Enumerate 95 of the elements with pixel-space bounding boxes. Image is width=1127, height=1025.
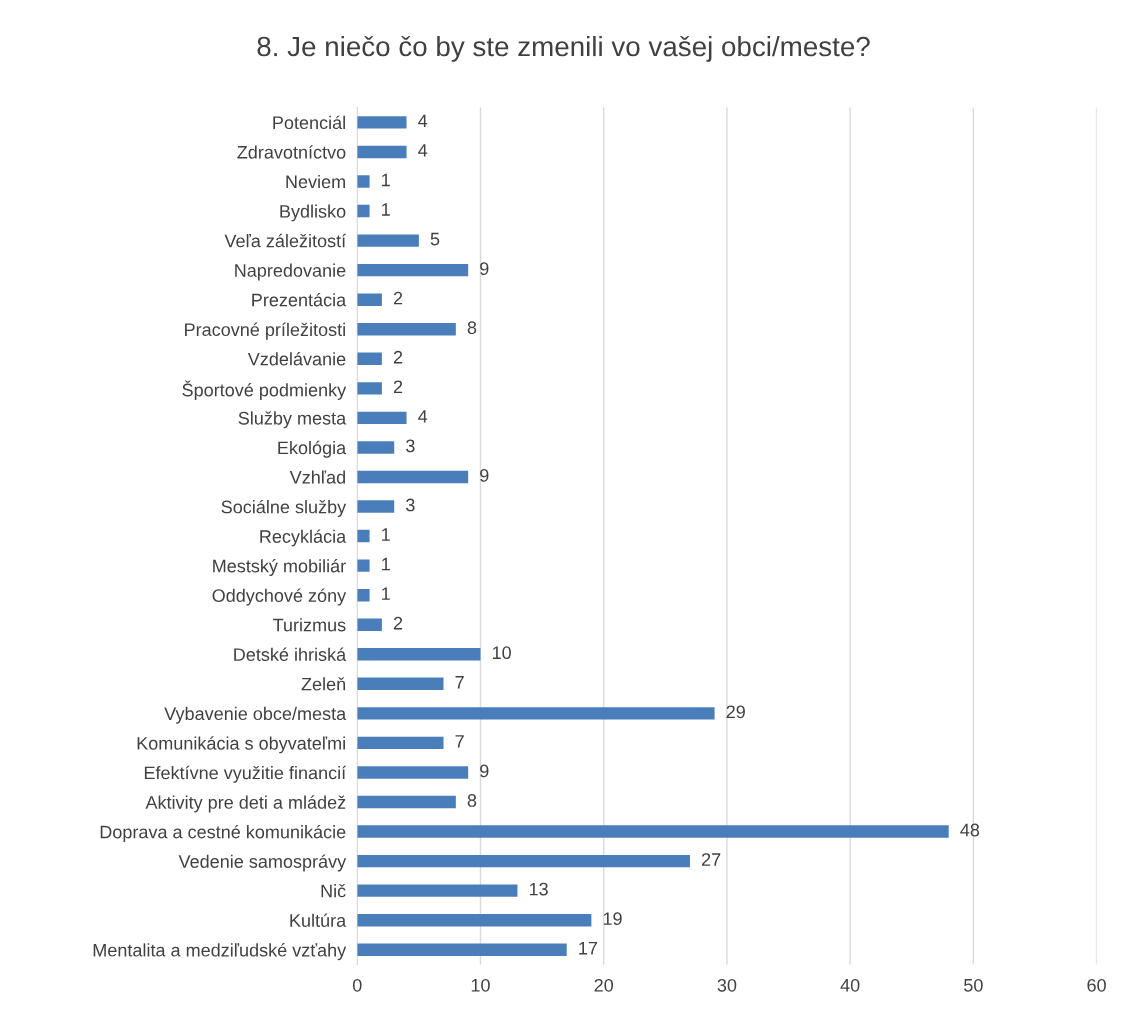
bar xyxy=(357,914,592,927)
y-tick-label: Sociálne služby xyxy=(221,499,347,517)
x-tick-label: 40 xyxy=(840,978,860,992)
data-label: 29 xyxy=(726,705,745,719)
bar xyxy=(357,234,419,247)
data-label: 10 xyxy=(492,646,511,660)
bar xyxy=(357,145,407,159)
y-tick-label: Potenciál xyxy=(273,115,345,130)
data-label: 4 xyxy=(418,410,428,423)
data-label: 3 xyxy=(406,498,415,512)
data-label: 3 xyxy=(406,439,415,453)
data-label: 9 xyxy=(480,262,489,275)
x-tick-label: 10 xyxy=(471,978,490,992)
bar xyxy=(357,441,395,454)
y-tick-label: Bydlisko xyxy=(280,204,346,222)
y-tick-label: Mentalita a medziľudské vzťahy xyxy=(93,943,347,961)
bar xyxy=(357,588,370,602)
data-label: 1 xyxy=(382,557,390,571)
data-label: 8 xyxy=(467,794,477,807)
bar xyxy=(357,263,469,277)
y-tick-label: Napredovanie xyxy=(235,263,346,281)
bar xyxy=(357,795,456,809)
data-label: 4 xyxy=(418,114,428,128)
bar xyxy=(357,736,444,750)
bar xyxy=(357,677,444,691)
y-tick-label: Športové podmienky xyxy=(182,380,347,400)
y-tick-label: Prezentácia xyxy=(252,292,347,307)
data-label: 2 xyxy=(393,380,403,393)
y-tick-label: Komunikácia s obyvateľmi xyxy=(137,736,345,754)
bar xyxy=(357,854,690,868)
data-label: 2 xyxy=(393,350,403,364)
bar xyxy=(357,884,518,897)
bar xyxy=(357,116,407,129)
y-tick-label: Veľa záležitostí xyxy=(224,233,347,248)
data-label: 1 xyxy=(382,173,390,187)
data-label: 13 xyxy=(529,882,548,896)
y-tick-label: Nič xyxy=(321,884,346,898)
bar xyxy=(357,175,370,188)
data-label: 48 xyxy=(960,823,980,837)
y-tick-label: Mestský mobiliár xyxy=(213,558,346,577)
bar xyxy=(357,648,481,661)
y-tick-label: Vzdelávanie xyxy=(247,352,346,366)
data-label: 2 xyxy=(393,291,403,305)
bar xyxy=(357,766,469,779)
bar xyxy=(357,618,382,631)
y-tick-label: Služby mesta xyxy=(238,411,347,429)
chart-title: 8. Je niečo čo by ste zmenili vo vašej obci/meste? xyxy=(257,35,870,62)
bar xyxy=(357,943,567,956)
y-tick-label: Zeleň xyxy=(301,677,346,691)
x-tick-label: 50 xyxy=(964,978,983,992)
y-tick-label: Ekológia xyxy=(278,440,347,458)
x-tick-label: 0 xyxy=(352,978,362,992)
bar xyxy=(357,559,370,572)
data-label: 2 xyxy=(393,616,403,630)
bar xyxy=(357,825,949,838)
bar xyxy=(357,470,469,484)
y-tick-label: Efektívne využitie financií xyxy=(144,765,347,783)
data-label: 7 xyxy=(455,735,464,748)
y-tick-label: Vzhľad xyxy=(289,470,345,484)
y-tick-label: Neviem xyxy=(286,174,345,189)
bar xyxy=(357,707,715,720)
data-label: 17 xyxy=(579,942,598,955)
y-tick-label: Aktivity pre deti a mládež xyxy=(145,795,346,813)
bar xyxy=(357,529,370,543)
y-tick-label: Recyklácia xyxy=(260,529,347,547)
y-tick-label: Vybavenie obce/mesta xyxy=(164,706,347,724)
y-tick-label: Oddychové zóny xyxy=(212,588,347,606)
data-label: 19 xyxy=(603,912,622,926)
bar xyxy=(357,500,395,513)
y-tick-label: Doprava a cestné komunikácie xyxy=(100,824,346,842)
bar xyxy=(357,352,382,365)
bar xyxy=(357,382,382,395)
data-label: 9 xyxy=(480,469,489,482)
data-label: 1 xyxy=(382,587,390,600)
x-tick-label: 30 xyxy=(717,978,737,992)
data-label: 1 xyxy=(382,203,390,216)
data-label: 27 xyxy=(701,853,721,866)
y-tick-label: Vedenie samosprávy xyxy=(178,854,347,872)
bar xyxy=(357,411,407,425)
data-label: 1 xyxy=(382,528,390,541)
data-label: 9 xyxy=(480,764,489,778)
data-label: 7 xyxy=(455,676,464,689)
bar xyxy=(357,293,382,306)
y-tick-label: Detské ihriská xyxy=(234,647,347,661)
bar xyxy=(357,323,456,336)
y-tick-label: Kultúra xyxy=(290,913,347,927)
data-label: 5 xyxy=(430,232,440,246)
x-tick-label: 20 xyxy=(594,978,614,992)
y-tick-label: Turizmus xyxy=(273,618,346,632)
data-label: 8 xyxy=(467,321,477,335)
data-label: 4 xyxy=(418,144,428,157)
y-tick-label: Zdravotníctvo xyxy=(237,145,346,159)
bar xyxy=(357,204,370,218)
x-tick-label: 60 xyxy=(1087,978,1106,992)
y-tick-label: Pracovné príležitosti xyxy=(185,322,345,340)
